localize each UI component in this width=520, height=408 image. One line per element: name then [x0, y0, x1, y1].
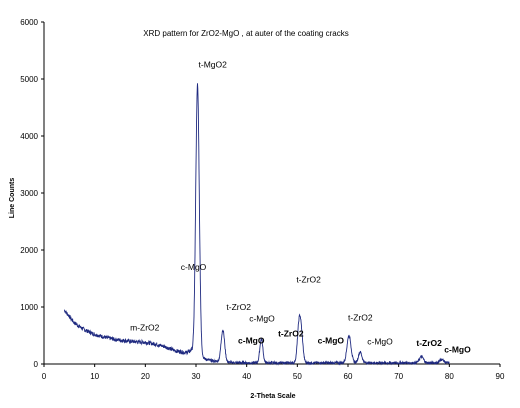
xrd-series-line: [64, 83, 450, 366]
peak-label: c-MgO: [367, 337, 393, 347]
y-tick-label: 4000: [20, 132, 38, 141]
x-tick-label: 10: [90, 372, 99, 381]
peak-label: c-MgO: [238, 335, 265, 345]
peak-label: t-MgO2: [199, 60, 228, 70]
x-axis-title: 2-Theta Scale: [250, 393, 295, 400]
x-tick-label: 80: [445, 372, 454, 381]
y-axis-ticks: 0 1000 2000 3000 4000 5000 6000: [20, 18, 44, 369]
x-axis-ticks: 0 10 20 30 40 50 60 70 80 90: [42, 364, 505, 381]
peak-label: m-ZrO2: [130, 322, 160, 332]
peak-label: t-ZrO2: [296, 274, 321, 284]
y-tick-label: 6000: [20, 18, 38, 27]
y-axis-title: Line Counts: [9, 178, 16, 219]
chart-title: XRD pattern for ZrO2-MgO , at auter of t…: [143, 29, 348, 38]
peak-label: t-ZrO2: [348, 313, 373, 323]
x-tick-label: 70: [394, 372, 403, 381]
x-tick-label: 90: [496, 372, 505, 381]
y-tick-label: 2000: [20, 246, 38, 255]
y-tick-label: 1000: [20, 303, 38, 312]
peak-label: t-ZrO2: [226, 302, 251, 312]
peak-label: t-ZrO2: [278, 329, 304, 339]
y-tick-label: 5000: [20, 75, 38, 84]
peak-label: c-MgO: [318, 335, 345, 345]
peak-label: c-MgO: [249, 313, 275, 323]
y-tick-label: 3000: [20, 189, 38, 198]
x-tick-label: 50: [293, 372, 302, 381]
peak-label: c-MgO: [181, 262, 207, 272]
x-tick-label: 20: [141, 372, 150, 381]
peak-annotations: t-MgO2c-MgOt-ZrO2c-MgOt-ZrO2t-ZrO2m-ZrO2…: [130, 60, 471, 355]
y-tick-label: 0: [34, 360, 39, 369]
peak-label: c-MgO: [444, 345, 471, 355]
x-tick-label: 0: [42, 372, 47, 381]
x-tick-label: 30: [192, 372, 201, 381]
peak-label: t-ZrO2: [416, 338, 442, 348]
x-tick-label: 40: [242, 372, 251, 381]
x-tick-label: 60: [344, 372, 353, 381]
